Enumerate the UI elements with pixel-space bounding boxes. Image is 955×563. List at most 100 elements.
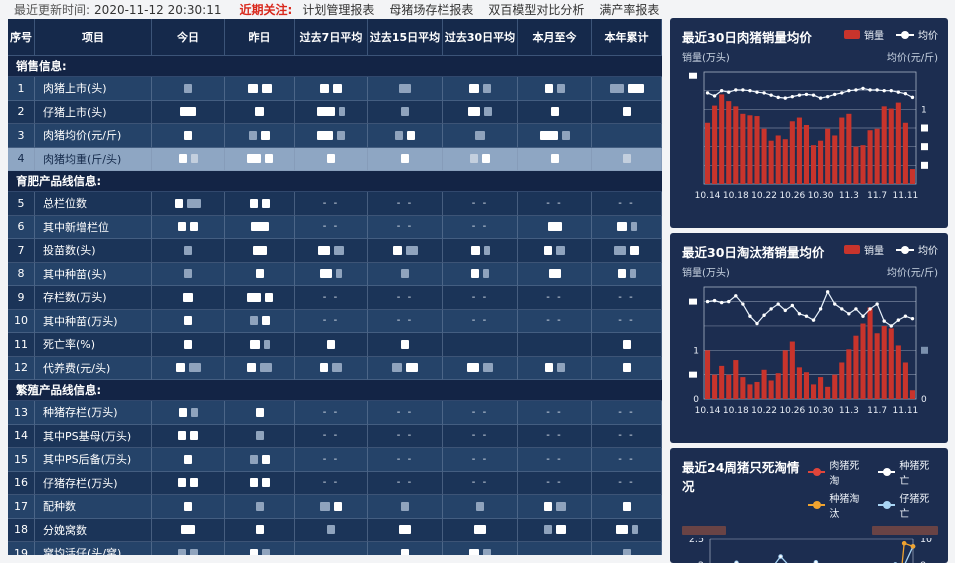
redacted-value-block	[401, 548, 409, 555]
legend-item-sales[interactable]: 销量	[844, 27, 884, 42]
table-row[interactable]: 16 仔猪存栏(万头) - - - - - - - - - -	[8, 471, 662, 495]
row-item-label: 仔猪上市(头)	[35, 100, 152, 124]
redacted-value-block	[483, 269, 489, 279]
legend-item-price[interactable]: 均价	[896, 242, 938, 257]
redacted-value-block	[261, 548, 270, 555]
cell-redacted	[152, 356, 225, 380]
legend-item[interactable]: 种猪死亡	[878, 457, 938, 487]
table-row[interactable]: 8 其中种苗(头)	[8, 262, 662, 286]
legend-item[interactable]: 肉猪死淘	[808, 457, 868, 487]
row-item-label: 其中PS后备(万头)	[35, 448, 152, 472]
redacted-value-block	[320, 363, 328, 373]
cell-redacted	[225, 542, 295, 555]
cell-redacted	[443, 518, 518, 542]
table-row[interactable]: 5 总栏位数 - - - - - - - - - -	[8, 192, 662, 216]
redacted-value-block	[178, 222, 186, 232]
no-data-dashes: - -	[396, 406, 414, 418]
table-row[interactable]: 1 肉猪上市(头)	[8, 77, 662, 101]
redacted-value-block	[556, 83, 565, 93]
row-index: 16	[8, 471, 35, 495]
table-row[interactable]: 9 存栏数(万头) - - - - - - - - - -	[8, 286, 662, 310]
cell-no-data: - -	[443, 471, 518, 495]
redacted-value-block	[184, 454, 192, 464]
no-data-dashes: - -	[471, 406, 489, 418]
row-item-label: 存栏数(万头)	[35, 286, 152, 310]
report-nav-links: 计划管理报表 母猪场存栏报表 双百模型对比分析 满产率报表	[302, 1, 659, 18]
redacted-value-block	[617, 269, 626, 279]
cell-redacted	[368, 147, 443, 171]
table-row[interactable]: 14 其中PS基母(万头) - - - - - - - - - -	[8, 424, 662, 448]
redacted-value-block	[399, 525, 411, 535]
redacted-value-block	[320, 83, 329, 93]
chart-legend: 销量 均价	[844, 242, 938, 257]
column-header: 项目	[35, 19, 152, 56]
table-row[interactable]: 6 其中新增栏位 - - - - - -	[8, 215, 662, 239]
nav-link[interactable]: 双百模型对比分析	[488, 3, 585, 17]
redacted-value-block	[543, 525, 552, 535]
table-row[interactable]: 15 其中PS后备(万头) - - - - - - - - - -	[8, 448, 662, 472]
row-index: 5	[8, 192, 35, 216]
redacted-value-block	[190, 407, 198, 417]
legend-label: 种猪淘汰	[829, 494, 860, 520]
no-data-dashes: - -	[471, 453, 489, 465]
svg-text:10.22: 10.22	[751, 406, 777, 416]
redacted-value-block	[629, 269, 636, 279]
legend-item[interactable]: 种猪淘汰	[808, 490, 868, 520]
row-index: 10	[8, 309, 35, 333]
no-data-dashes: - -	[322, 406, 340, 418]
redacted-value-block	[249, 478, 258, 488]
redacted-value-block	[470, 245, 480, 255]
table-row[interactable]: 19 窝均活仔(头/窝)	[8, 542, 662, 555]
table-row[interactable]: 17 配种数	[8, 495, 662, 519]
legend-label: 均价	[918, 246, 938, 257]
redacted-value-block	[261, 198, 270, 208]
table-row[interactable]: 4 肉猪均重(斤/头)	[8, 147, 662, 171]
redacted-value-block	[255, 407, 264, 417]
table-row[interactable]: 13 种猪存栏(万头) - - - - - - - - - -	[8, 401, 662, 425]
table-row[interactable]: 7 投苗数(头)	[8, 239, 662, 263]
cell-redacted	[592, 518, 662, 542]
bar-swatch-icon	[844, 245, 860, 254]
redacted-value-block	[327, 525, 335, 535]
no-data-dashes: - -	[546, 453, 563, 465]
cell-no-data: - -	[443, 215, 518, 239]
redacted-value-block	[184, 130, 192, 140]
svg-text:2: 2	[698, 561, 704, 563]
table-row[interactable]: 11 死亡率(%)	[8, 333, 662, 357]
redacted-value-block	[475, 130, 485, 140]
redacted-value-block	[318, 245, 330, 255]
table-row[interactable]: 18 分娩窝数	[8, 518, 662, 542]
cell-redacted	[368, 495, 443, 519]
cell-redacted	[152, 100, 225, 124]
table-row[interactable]: 12 代养费(元/头)	[8, 356, 662, 380]
cell-no-data: - -	[295, 401, 368, 425]
no-data-dashes: - -	[618, 477, 635, 489]
legend-item-price[interactable]: 均价	[896, 27, 938, 42]
svg-text:0: 0	[921, 395, 927, 405]
redacted-value-block	[183, 292, 193, 302]
redacted-value-block	[401, 501, 409, 511]
no-data-dashes: - -	[546, 291, 563, 303]
table-row[interactable]: 10 其中种苗(万头) - - - - - - - - - -	[8, 309, 662, 333]
table-row[interactable]: 2 仔猪上市(头)	[8, 100, 662, 124]
nav-link[interactable]: 满产率报表	[599, 3, 660, 17]
row-index: 6	[8, 215, 35, 239]
cell-redacted	[368, 518, 443, 542]
cell-no-data: - -	[368, 424, 443, 448]
column-header: 本月至今	[518, 19, 592, 56]
row-index: 15	[8, 448, 35, 472]
legend-item[interactable]: 仔猪死亡	[878, 490, 938, 520]
svg-text:10.14: 10.14	[695, 191, 721, 201]
legend-item-sales[interactable]: 销量	[844, 242, 884, 257]
cell-no-data: - -	[518, 192, 592, 216]
redacted-value-block	[339, 107, 345, 117]
redacted-value-block	[622, 154, 631, 164]
redacted-value-block	[476, 501, 484, 511]
nav-link[interactable]: 母猪场存栏报表	[389, 3, 474, 17]
cell-redacted	[225, 192, 295, 216]
cell-redacted	[225, 333, 295, 357]
redacted-value-block	[247, 363, 256, 373]
table-row[interactable]: 3 肉猪均价(元/斤)	[8, 124, 662, 148]
nav-link[interactable]: 计划管理报表	[302, 3, 375, 17]
svg-text:11.11: 11.11	[893, 191, 919, 201]
